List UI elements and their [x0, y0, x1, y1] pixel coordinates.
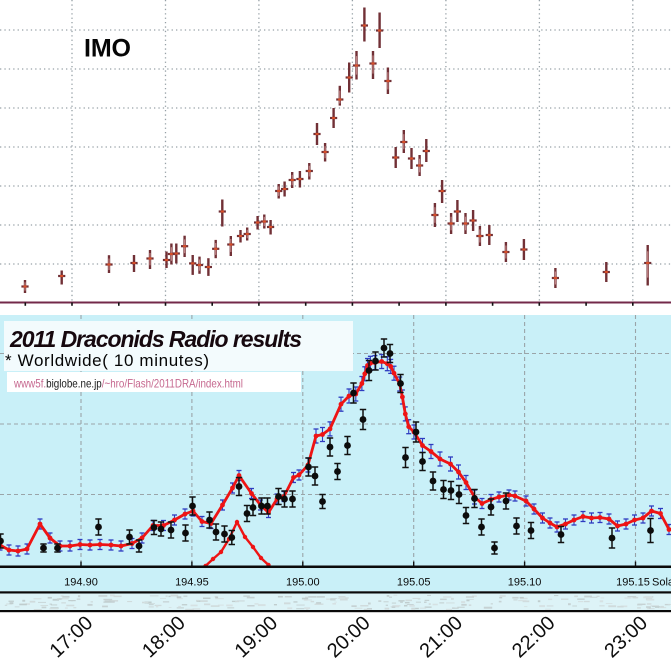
- svg-text:195.00: 195.00: [286, 577, 320, 589]
- svg-text:194.90: 194.90: [64, 577, 98, 589]
- svg-text:194.95: 194.95: [175, 577, 209, 589]
- svg-text:www5f.biglobe.ne.jp/~hro/Flash: www5f.biglobe.ne.jp/~hro/Flash/2011DRA/i…: [13, 377, 243, 391]
- svg-text:195.10: 195.10: [508, 577, 542, 589]
- svg-text:195.15: 195.15: [616, 577, 650, 589]
- svg-text:IMO: IMO: [84, 35, 131, 63]
- svg-text:Sola: Sola: [652, 577, 671, 589]
- svg-text:195.05: 195.05: [397, 577, 431, 589]
- svg-text:2011 Draconids Radio results: 2011 Draconids Radio results: [9, 326, 302, 352]
- svg-text:* Worldwide( 10 minutes): * Worldwide( 10 minutes): [5, 351, 209, 370]
